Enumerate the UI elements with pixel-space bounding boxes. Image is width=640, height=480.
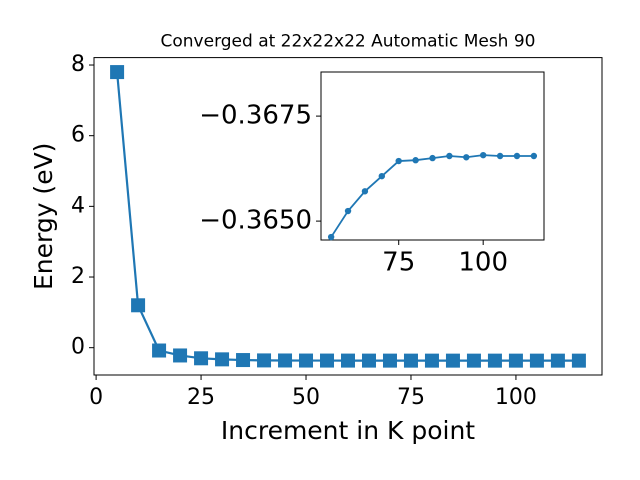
data-point [496, 152, 504, 160]
y-tick-label: 0 [71, 335, 85, 360]
x-tick-label: 75 [382, 248, 415, 278]
data-point [341, 353, 355, 368]
x-tick-label: 100 [495, 385, 537, 410]
data-point [530, 152, 538, 160]
data-point [361, 188, 369, 195]
data-point [445, 353, 460, 368]
y-tick-label: 8 [71, 52, 85, 77]
y-axis-label: Energy (eV) [29, 143, 58, 290]
data-point [361, 353, 376, 368]
data-point [463, 154, 470, 161]
data-point [382, 353, 397, 368]
data-point [395, 157, 402, 165]
data-point [173, 348, 188, 363]
data-point [278, 353, 293, 368]
data-point [257, 353, 272, 368]
chart-title: Converged at 22x22x22 Automatic Mesh 90 [161, 32, 536, 52]
data-point [215, 352, 230, 367]
y-tick-label: −0.3650 [199, 206, 312, 236]
data-point [424, 353, 439, 368]
data-point [320, 353, 335, 368]
data-point [446, 152, 453, 160]
data-point [403, 353, 418, 368]
x-tick-label: 100 [458, 248, 508, 278]
x-tick-label: 0 [89, 385, 103, 410]
data-point [327, 233, 335, 241]
data-point [412, 157, 419, 164]
x-tick-label: 75 [397, 385, 425, 410]
data-point [571, 353, 586, 368]
data-point [513, 152, 521, 160]
x-axis-label: Increment in K point [221, 416, 475, 445]
data-point [344, 207, 352, 215]
data-point [466, 353, 481, 368]
x-tick-label: 50 [292, 385, 320, 410]
y-tick-label: 2 [71, 264, 85, 289]
x-tick-label: 25 [187, 385, 215, 410]
data-point [110, 65, 125, 80]
data-point [236, 353, 251, 368]
data-point [194, 351, 209, 366]
y-tick-label: 4 [71, 193, 85, 218]
y-tick-label: −0.3675 [199, 101, 312, 131]
data-point [152, 343, 167, 358]
data-point [429, 154, 436, 162]
data-point [378, 172, 386, 180]
data-point [529, 353, 544, 368]
data-point [479, 151, 487, 159]
data-point [508, 353, 523, 368]
data-point [550, 353, 565, 368]
data-point [487, 353, 502, 368]
data-point [131, 298, 146, 313]
y-tick-label: 6 [71, 123, 85, 148]
data-point [299, 353, 314, 368]
